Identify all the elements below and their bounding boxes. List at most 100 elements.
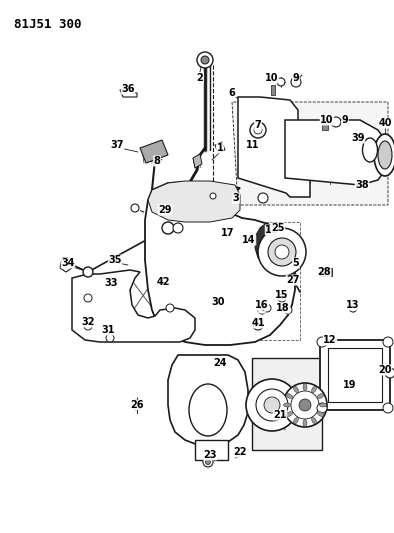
Text: 10: 10 <box>265 73 279 83</box>
Circle shape <box>383 337 393 347</box>
Text: 32: 32 <box>81 317 95 327</box>
Text: 12: 12 <box>323 335 337 345</box>
Text: 25: 25 <box>271 223 285 233</box>
Polygon shape <box>285 120 385 185</box>
Circle shape <box>106 334 114 342</box>
Circle shape <box>278 294 286 302</box>
Text: 7: 7 <box>255 120 261 130</box>
Circle shape <box>253 320 263 330</box>
Text: 20: 20 <box>378 365 392 375</box>
Circle shape <box>317 337 327 347</box>
Text: 33: 33 <box>104 278 118 288</box>
Text: 81J51 300: 81J51 300 <box>14 18 82 31</box>
Circle shape <box>84 294 92 302</box>
Circle shape <box>263 304 271 312</box>
Circle shape <box>283 383 327 427</box>
Polygon shape <box>140 140 168 163</box>
Circle shape <box>284 306 292 314</box>
Circle shape <box>197 52 213 68</box>
Polygon shape <box>322 118 328 130</box>
Ellipse shape <box>286 393 293 399</box>
Circle shape <box>385 368 394 378</box>
Polygon shape <box>320 340 390 410</box>
Circle shape <box>166 304 174 312</box>
Text: 23: 23 <box>203 450 217 460</box>
Ellipse shape <box>312 417 316 424</box>
Text: 21: 21 <box>273 410 287 420</box>
Circle shape <box>201 56 209 64</box>
Text: 28: 28 <box>317 267 331 277</box>
Circle shape <box>206 459 210 464</box>
Circle shape <box>258 193 268 203</box>
Circle shape <box>275 245 289 259</box>
Text: 9: 9 <box>293 73 299 83</box>
Ellipse shape <box>320 403 327 407</box>
Text: 14: 14 <box>242 235 256 245</box>
Text: 4: 4 <box>258 303 266 313</box>
Text: 10: 10 <box>320 115 334 125</box>
Text: 2: 2 <box>197 73 203 83</box>
Text: 39: 39 <box>351 133 365 143</box>
Polygon shape <box>72 270 195 342</box>
Circle shape <box>131 204 139 212</box>
Ellipse shape <box>362 138 377 162</box>
Ellipse shape <box>378 141 392 169</box>
Circle shape <box>83 267 93 277</box>
Circle shape <box>246 379 298 431</box>
Polygon shape <box>328 348 382 402</box>
Circle shape <box>258 228 306 276</box>
Circle shape <box>84 322 92 330</box>
Circle shape <box>291 77 301 87</box>
Text: 38: 38 <box>355 180 369 190</box>
Circle shape <box>277 78 285 86</box>
Circle shape <box>264 397 280 413</box>
Ellipse shape <box>303 419 307 426</box>
Text: 24: 24 <box>213 358 227 368</box>
Text: 16: 16 <box>255 300 269 310</box>
Circle shape <box>291 391 319 419</box>
Polygon shape <box>120 86 137 97</box>
Polygon shape <box>320 268 332 276</box>
Ellipse shape <box>303 384 307 391</box>
Polygon shape <box>60 258 72 272</box>
Text: 34: 34 <box>61 258 75 268</box>
Text: 37: 37 <box>110 140 124 150</box>
Text: 19: 19 <box>343 380 357 390</box>
Polygon shape <box>145 182 295 345</box>
Ellipse shape <box>294 417 299 424</box>
Ellipse shape <box>284 403 290 407</box>
Circle shape <box>203 457 213 467</box>
Polygon shape <box>232 102 388 205</box>
Ellipse shape <box>294 386 299 393</box>
Polygon shape <box>195 440 228 460</box>
Polygon shape <box>215 142 225 153</box>
Text: 6: 6 <box>229 88 235 98</box>
Polygon shape <box>193 154 202 168</box>
Ellipse shape <box>250 122 266 138</box>
Circle shape <box>299 399 311 411</box>
Circle shape <box>268 238 296 266</box>
Text: 15: 15 <box>275 290 289 300</box>
Circle shape <box>331 117 341 127</box>
Ellipse shape <box>374 134 394 176</box>
Circle shape <box>210 193 216 199</box>
Text: 11: 11 <box>246 140 260 150</box>
Text: 18: 18 <box>276 303 290 313</box>
Ellipse shape <box>318 393 324 399</box>
Text: 42: 42 <box>156 277 170 287</box>
Text: 8: 8 <box>154 156 160 166</box>
Circle shape <box>173 223 183 233</box>
Text: 5: 5 <box>293 258 299 268</box>
Text: 41: 41 <box>251 318 265 328</box>
Text: 17: 17 <box>221 228 235 238</box>
Text: 9: 9 <box>342 115 348 125</box>
Ellipse shape <box>312 386 316 393</box>
Text: 11: 11 <box>265 225 279 235</box>
Text: 35: 35 <box>108 255 122 265</box>
Circle shape <box>258 306 266 314</box>
Polygon shape <box>168 355 248 445</box>
Polygon shape <box>255 224 276 263</box>
Text: 29: 29 <box>158 205 172 215</box>
Ellipse shape <box>286 411 293 416</box>
Circle shape <box>134 402 139 408</box>
